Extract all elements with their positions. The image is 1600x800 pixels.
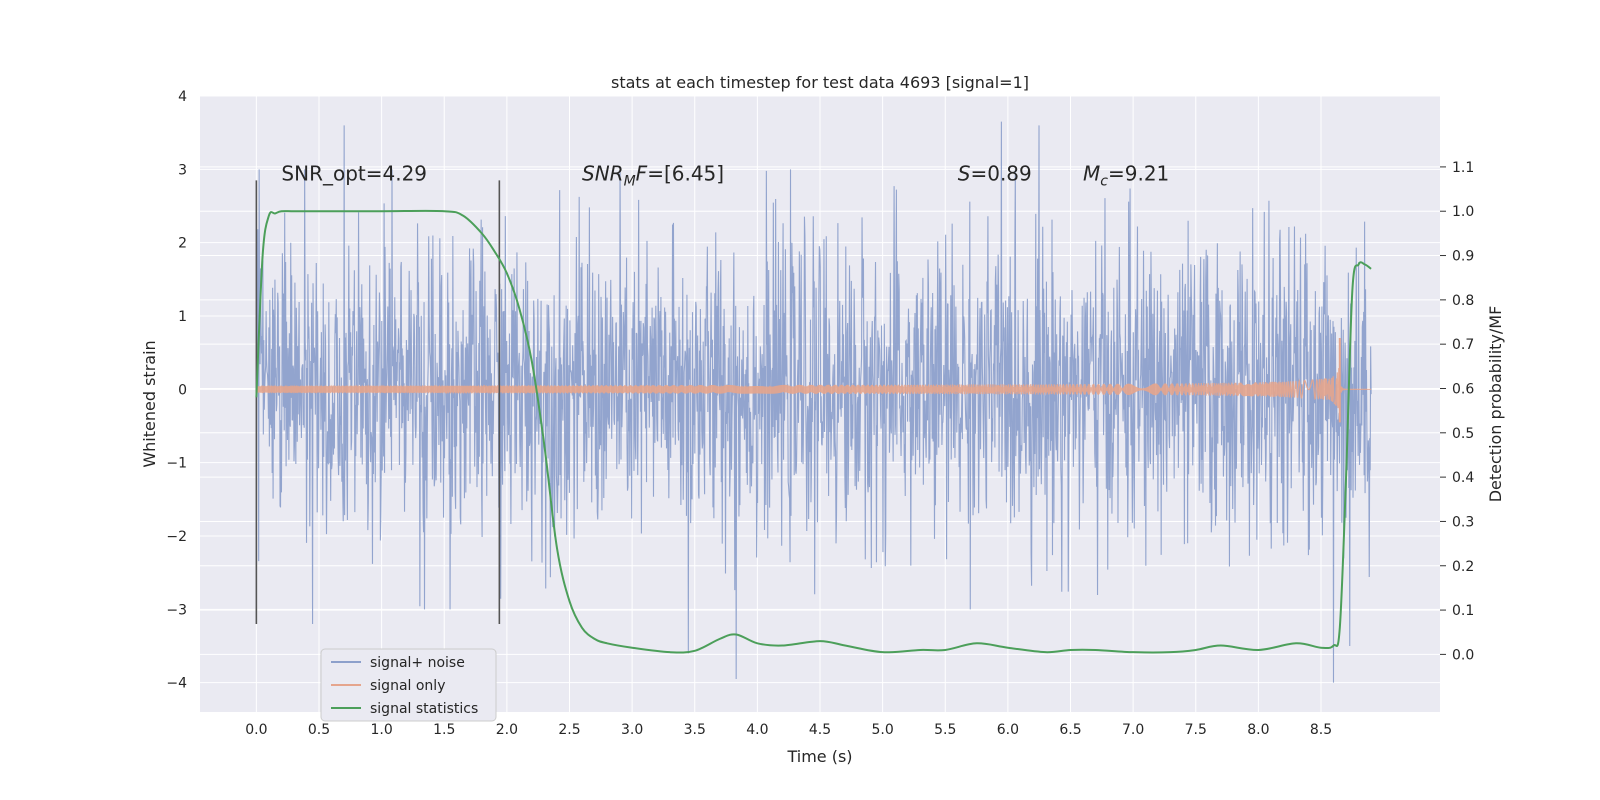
series-signal-noise-line — [255, 121, 1372, 683]
y-tick-label: 4 — [178, 89, 187, 105]
annotation-snr-opt: SNR_opt=4.29 — [281, 161, 427, 185]
y2-tick-label: 1.1 — [1452, 160, 1474, 176]
y-tick-label: 1 — [178, 309, 187, 325]
y-tick-label: 2 — [178, 236, 187, 252]
x-tick-label: 8.5 — [1310, 722, 1332, 738]
y2-tick-label: 0.3 — [1452, 514, 1474, 530]
y2-tick-label: 0.4 — [1452, 470, 1474, 486]
legend-box — [320, 648, 497, 722]
y2-tick-label: 0.7 — [1452, 337, 1474, 353]
x-tick-label: 3.5 — [684, 722, 706, 738]
y2-tick-label: 0.6 — [1452, 381, 1474, 397]
y-tick-label: 0 — [178, 382, 187, 398]
stat-layer — [255, 209, 1372, 654]
y-tick-label: −1 — [166, 456, 187, 472]
y2-tick-label: 0.2 — [1452, 559, 1474, 575]
y2-tick-label: 0.1 — [1452, 603, 1474, 619]
y2-tick-label: 1.0 — [1452, 204, 1474, 220]
y2-tick-label: 0.5 — [1452, 426, 1474, 442]
x-tick-label: 3.0 — [621, 722, 643, 738]
y-tick-label: −3 — [166, 602, 187, 618]
chart-title: stats at each timestep for test data 469… — [611, 73, 1029, 92]
y2-tick-label: 0.0 — [1452, 647, 1474, 663]
x-tick-label: 1.0 — [370, 722, 392, 738]
annotation-snr-mf: SNRMF=[6.45] — [582, 161, 724, 189]
legend-label-signal-only: signal only — [370, 678, 445, 694]
series-layer — [255, 121, 1372, 683]
legend: signal+ noise signal only signal statist… — [320, 648, 497, 722]
y2-tick-label: 0.9 — [1452, 249, 1474, 265]
x-tick-label: 4.0 — [746, 722, 768, 738]
y2-tick-label: 0.8 — [1452, 293, 1474, 309]
x-tick-label: 0.5 — [308, 722, 330, 738]
y2-axis-label: Detection probability/MF — [1486, 306, 1505, 503]
x-axis-label: Time (s) — [786, 747, 852, 766]
y-axis-label: Whitened strain — [140, 340, 159, 467]
x-tick-label: 0.0 — [245, 722, 267, 738]
legend-label-signal-noise: signal+ noise — [370, 655, 465, 671]
legend-label-signal-statistics: signal statistics — [370, 701, 478, 717]
x-tick-label: 7.5 — [1185, 722, 1207, 738]
y-tick-label: −4 — [166, 676, 187, 692]
annotation-mc: Mc=9.21 — [1083, 161, 1169, 189]
vlines — [255, 180, 501, 624]
x-tick-label: 2.5 — [558, 722, 580, 738]
ticks: 0.0 0.5 1.0 1.5 2.0 2.5 3.0 3.5 4.0 4.5 5.0 5.5 6.0 6… — [166, 89, 1474, 738]
x-tick-label: 5.5 — [934, 722, 956, 738]
annotation-s-stat: S=0.89 — [958, 161, 1032, 185]
series-signal-statistics-line — [255, 209, 1372, 654]
y-tick-label: −2 — [166, 529, 187, 545]
y-tick-label: 3 — [178, 162, 187, 178]
annotations: SNR_opt=4.29 SNRMF=[6.45] S=0.89 Mc=9.21 — [281, 161, 1169, 189]
series-signal-only-line — [255, 367, 1372, 411]
x-tick-label: 5.0 — [871, 722, 893, 738]
x-tick-label: 2.0 — [496, 722, 518, 738]
x-tick-label: 4.5 — [809, 722, 831, 738]
x-tick-label: 6.5 — [1059, 722, 1081, 738]
x-tick-label: 7.0 — [1122, 722, 1144, 738]
x-tick-label: 8.0 — [1247, 722, 1269, 738]
x-tick-label: 6.0 — [997, 722, 1019, 738]
x-tick-label: 1.5 — [433, 722, 455, 738]
